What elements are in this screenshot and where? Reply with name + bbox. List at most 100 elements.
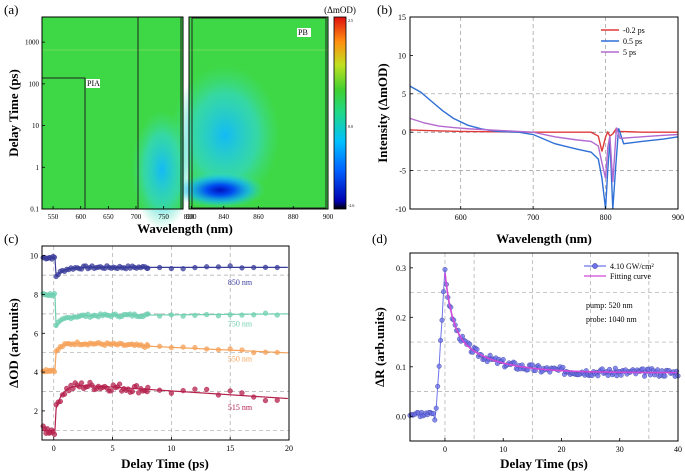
colorbar-tick-zero: 0.0	[348, 124, 353, 129]
pb-label-bg	[297, 28, 311, 37]
spectrum-line-1	[409, 85, 679, 210]
c-ytick-label: 2	[34, 407, 38, 416]
c-point	[66, 388, 72, 394]
b-xtick-label: 900	[672, 213, 684, 222]
heatmap-xtick-label: 650	[103, 213, 114, 221]
c-point	[204, 312, 210, 318]
heatmap-xtick-label: 840	[219, 213, 230, 221]
colorbar-tick-min: -2.6	[348, 203, 354, 208]
c-point	[157, 313, 163, 319]
pia-label: PIA	[87, 79, 100, 88]
c-point	[274, 349, 280, 356]
c-point	[192, 312, 198, 318]
d-ytick-label: 0.2	[396, 313, 406, 322]
c-point	[168, 312, 174, 318]
legend-measured-text: 4.10 GW/cm²	[610, 262, 654, 271]
c-point	[262, 310, 269, 316]
c-point	[144, 389, 150, 395]
d-point	[618, 372, 624, 378]
legend-fit-text: Fitting curve	[610, 272, 652, 281]
panel-b-xlabel: Wavelength (nm)	[496, 231, 592, 246]
c-fit-3	[42, 385, 288, 431]
d-xtick-label: 20	[557, 445, 565, 454]
c-point	[70, 385, 76, 392]
c-point	[262, 349, 269, 355]
c-point	[227, 263, 233, 269]
heatmap-ytick-label: 1	[36, 164, 40, 172]
d-measured-line	[409, 269, 679, 421]
c-point	[262, 397, 269, 404]
panel-d-ylabel: ΔR (arb.units)	[372, 307, 387, 387]
d-point	[442, 267, 448, 273]
heatmap-left-frame	[41, 16, 184, 210]
spectrum-line-2	[409, 117, 679, 183]
heatmap-xlabel: Wavelength (nm)	[137, 221, 233, 236]
heatmap-ytick-label: 100	[29, 80, 40, 88]
c-point	[145, 343, 151, 349]
d-point	[595, 373, 601, 379]
c-series-label: 750 nm	[228, 320, 253, 329]
c-point	[274, 264, 280, 271]
b-ytick-label: 0	[402, 128, 406, 137]
c-point	[180, 388, 186, 394]
d-point	[435, 383, 441, 389]
b-ytick-label: -5	[399, 167, 406, 176]
b-legend-label: 5 ps	[623, 48, 636, 57]
panel-a-label: (a)	[4, 2, 18, 17]
heatmap-ytick-label: 10	[32, 122, 40, 130]
c-xtick-label: 15	[226, 444, 234, 453]
c-point	[145, 265, 151, 271]
c-point	[239, 390, 245, 396]
c-point	[61, 391, 68, 397]
heatmap-ytick-label: 0.1	[30, 206, 39, 214]
c-point	[51, 254, 58, 260]
c-point	[251, 350, 257, 356]
pia-label-bg	[86, 79, 100, 88]
panel-c-series-labels: 850 nm 750 nm 550 nm 515 nm	[228, 278, 253, 412]
b-xtick-label: 800	[600, 213, 612, 222]
c-point	[215, 264, 222, 270]
d-point	[441, 289, 447, 295]
d-point	[474, 346, 480, 352]
d-fit-curve	[444, 272, 677, 374]
c-point	[227, 312, 233, 318]
panel-b-label: (b)	[377, 2, 392, 17]
c-point	[129, 388, 135, 395]
panel-c-xlabel: Delay Time (ps)	[121, 456, 209, 471]
heatmap-pb-region	[175, 172, 265, 208]
c-point	[51, 369, 58, 375]
d-point	[655, 367, 661, 373]
d-point	[642, 373, 648, 379]
c-point	[108, 388, 114, 394]
pb-box	[191, 17, 327, 209]
b-ytick-label: 10	[398, 51, 406, 60]
d-point	[430, 410, 436, 416]
c-point	[192, 344, 198, 351]
c-point	[215, 347, 222, 353]
c-point	[136, 390, 142, 396]
panel-d-series	[407, 267, 681, 423]
heatmap-xtick-label: 880	[288, 213, 299, 221]
heatmap-xtick-label: 750	[158, 213, 169, 221]
panel-c-ylabel: ΔOD (arb.units)	[6, 298, 21, 388]
panel-b-ylabel: Intensity (ΔmOD)	[375, 63, 390, 163]
b-legend-label: -0.2 ps	[623, 26, 645, 35]
c-point	[117, 381, 123, 387]
colorbar	[333, 16, 347, 210]
d-point	[500, 357, 506, 363]
c-point	[215, 392, 222, 398]
c-point	[51, 431, 58, 437]
c-point	[204, 386, 210, 393]
c-series-label: 850 nm	[228, 278, 253, 287]
pb-label: PB	[298, 28, 308, 37]
c-point	[180, 266, 186, 272]
c-point	[262, 264, 269, 270]
panel-d-frame	[409, 252, 679, 442]
panel-d-label: (d)	[372, 231, 387, 246]
c-point	[168, 266, 174, 272]
c-point	[78, 380, 85, 386]
d-xtick-label: 40	[674, 445, 682, 454]
b-xtick-label: 600	[455, 213, 467, 222]
